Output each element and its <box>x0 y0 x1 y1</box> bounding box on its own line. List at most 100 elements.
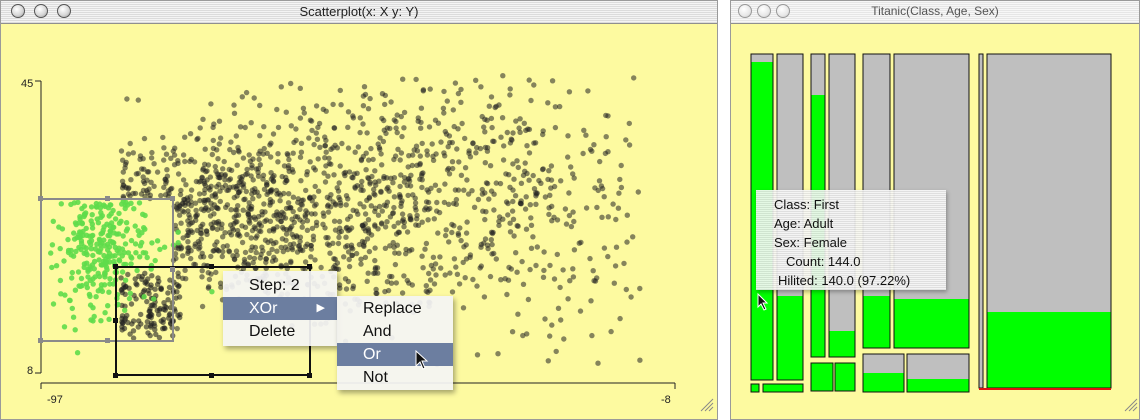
scatter-point <box>330 264 337 271</box>
minimize-button[interactable] <box>34 4 48 18</box>
scatter-point <box>177 191 184 198</box>
scatter-point <box>542 194 549 200</box>
zoom-button[interactable] <box>57 4 71 18</box>
scatter-point <box>257 133 263 139</box>
scatter-point <box>490 229 496 236</box>
resize-grip-icon[interactable] <box>700 398 714 412</box>
scatter-point <box>209 151 215 158</box>
scatter-point <box>127 140 133 147</box>
scatterplot-canvas[interactable]: 45 8 -97 -8 <box>1 1 718 420</box>
scatter-point <box>551 276 558 282</box>
mosaic-cell-highlight <box>777 296 803 380</box>
selected-scatter-point <box>76 283 82 289</box>
submenu-item-not[interactable]: Not <box>363 369 388 386</box>
scatter-point <box>438 139 444 145</box>
menu-item-xor[interactable]: XOr ▶ <box>223 297 337 320</box>
mosaic-cell-outline <box>834 362 856 392</box>
selected-scatter-point <box>87 264 93 270</box>
scatter-point <box>291 219 297 225</box>
selected-scatter-point <box>209 289 215 295</box>
scatter-point <box>618 184 625 191</box>
selected-scatter-point <box>128 261 134 267</box>
selection-handles-gray[interactable] <box>38 196 175 343</box>
scatter-point <box>524 143 530 149</box>
scatter-point <box>515 311 521 317</box>
scatter-point <box>422 246 428 252</box>
scatter-point <box>432 182 439 188</box>
scatter-point <box>432 261 439 267</box>
selected-scatter-point <box>132 241 139 247</box>
scatter-point <box>493 180 499 186</box>
scatterplot-titlebar[interactable]: Scatterplot(x: X y: Y) <box>1 1 717 24</box>
scatter-point <box>165 188 171 194</box>
scatter-point <box>628 294 634 300</box>
menu-item-step[interactable]: Step: 2 <box>249 277 300 294</box>
scatter-point <box>312 211 318 217</box>
scatter-point <box>497 180 504 187</box>
close-button[interactable] <box>11 4 25 18</box>
mosaic-titlebar[interactable]: Titanic(Class, Age, Sex) <box>731 1 1139 24</box>
scatter-point <box>441 110 447 116</box>
scatter-point <box>290 169 296 175</box>
scatter-point <box>239 173 246 180</box>
scatter-point <box>253 249 259 256</box>
scatter-point <box>250 156 256 162</box>
scatter-point <box>193 207 199 214</box>
selected-scatter-point <box>149 240 155 246</box>
scatter-point <box>359 222 366 228</box>
scatter-point <box>348 225 355 231</box>
scatter-point <box>577 308 584 314</box>
selected-scatter-point <box>127 290 133 296</box>
scatter-point <box>304 218 311 224</box>
zoom-button[interactable] <box>776 4 790 18</box>
scatter-point <box>613 244 620 250</box>
scatter-point <box>130 190 136 197</box>
scatter-point <box>403 251 409 257</box>
scatter-point <box>568 164 574 170</box>
scatter-point <box>484 145 491 151</box>
selected-scatter-point <box>89 225 96 231</box>
scatter-point <box>227 146 233 153</box>
selected-scatter-point <box>82 212 88 218</box>
scatter-point <box>212 163 218 170</box>
scatter-point <box>293 126 299 132</box>
scatter-point <box>180 235 186 241</box>
scatter-point <box>470 276 476 283</box>
resize-grip-icon[interactable] <box>1124 398 1138 412</box>
scatter-point <box>405 164 411 170</box>
scatter-point <box>533 190 539 196</box>
mosaic-plot[interactable] <box>731 1 1140 420</box>
menu-item-delete[interactable]: Delete <box>249 323 296 340</box>
selection-handles[interactable] <box>113 264 312 378</box>
scatter-point <box>322 155 328 161</box>
selected-scatter-point <box>108 211 114 217</box>
scatter-point <box>121 325 128 332</box>
selected-scatter-point <box>140 211 146 217</box>
scatter-point <box>313 130 319 136</box>
scatter-point <box>278 84 284 90</box>
scatter-point <box>401 125 407 131</box>
close-button[interactable] <box>738 4 752 18</box>
scatter-point <box>531 140 537 146</box>
scatter-point <box>233 248 240 254</box>
scatter-point <box>338 102 344 108</box>
minimize-button[interactable] <box>757 4 771 18</box>
scatter-point <box>205 270 211 276</box>
scatter-point <box>168 155 174 161</box>
scatter-point <box>410 152 416 158</box>
scatter-point <box>467 154 474 160</box>
submenu-item-or[interactable]: Or <box>337 343 453 366</box>
scatter-point <box>513 118 519 124</box>
scatter-point <box>496 214 503 220</box>
mosaic-cell[interactable] <box>978 53 984 389</box>
scatter-point <box>504 129 510 136</box>
scatter-point <box>512 193 519 199</box>
scatter-point <box>213 220 220 226</box>
submenu-item-and[interactable]: And <box>363 323 392 340</box>
selected-scatter-point <box>49 264 55 271</box>
selected-scatter-point <box>96 273 103 280</box>
selected-scatter-point <box>107 281 113 287</box>
submenu-item-replace[interactable]: Replace <box>363 300 422 317</box>
scatter-point <box>290 194 297 200</box>
scatterplot-window: Scatterplot(x: X y: Y) 45 8 -97 -8 <box>0 0 718 420</box>
